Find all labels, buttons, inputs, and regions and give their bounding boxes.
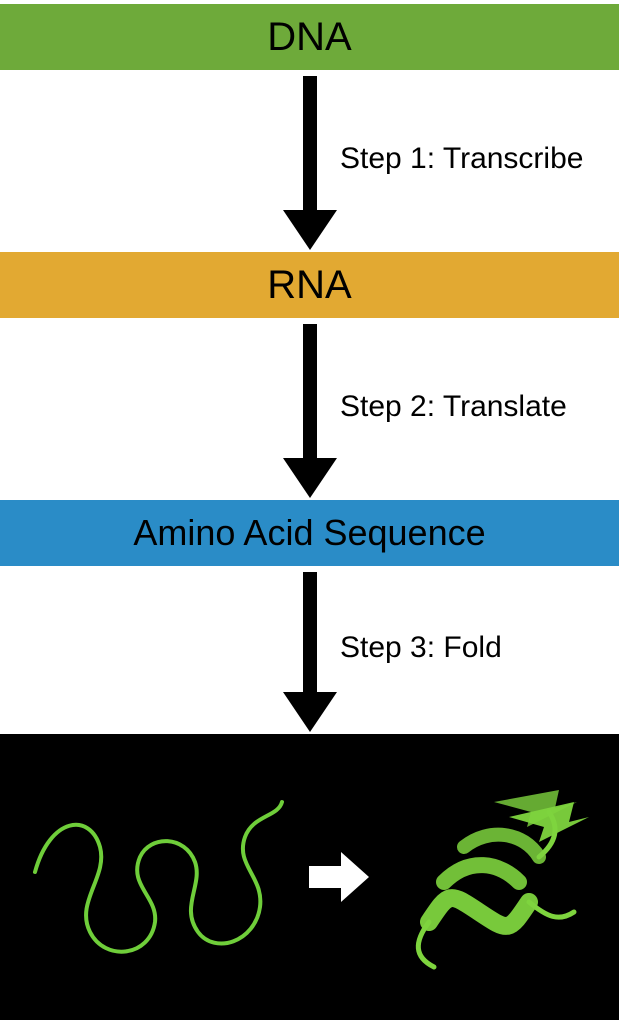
stage-amino-acid: Amino Acid Sequence: [0, 500, 619, 566]
down-arrow-icon: [278, 70, 342, 252]
folded-protein-icon: [389, 772, 599, 982]
arrow-transcribe: Step 1: Transcribe: [0, 70, 619, 252]
stage-rna: RNA: [0, 252, 619, 318]
protein-fold-panel: [0, 734, 619, 1020]
stage-dna: DNA: [0, 4, 619, 70]
unfolded-protein-icon: [20, 757, 290, 997]
arrow-fold: Step 3: Fold: [0, 566, 619, 734]
fold-arrow-icon: [309, 852, 369, 902]
stage-amino-acid-label: Amino Acid Sequence: [133, 512, 485, 554]
step-2-label: Step 2: Translate: [340, 390, 567, 424]
stage-rna-label: RNA: [267, 263, 351, 308]
stage-dna-label: DNA: [267, 15, 351, 60]
step-3-label: Step 3: Fold: [340, 631, 502, 665]
down-arrow-icon: [278, 566, 342, 734]
arrow-translate: Step 2: Translate: [0, 318, 619, 500]
down-arrow-icon: [278, 318, 342, 500]
step-1-label: Step 1: Transcribe: [340, 142, 583, 176]
